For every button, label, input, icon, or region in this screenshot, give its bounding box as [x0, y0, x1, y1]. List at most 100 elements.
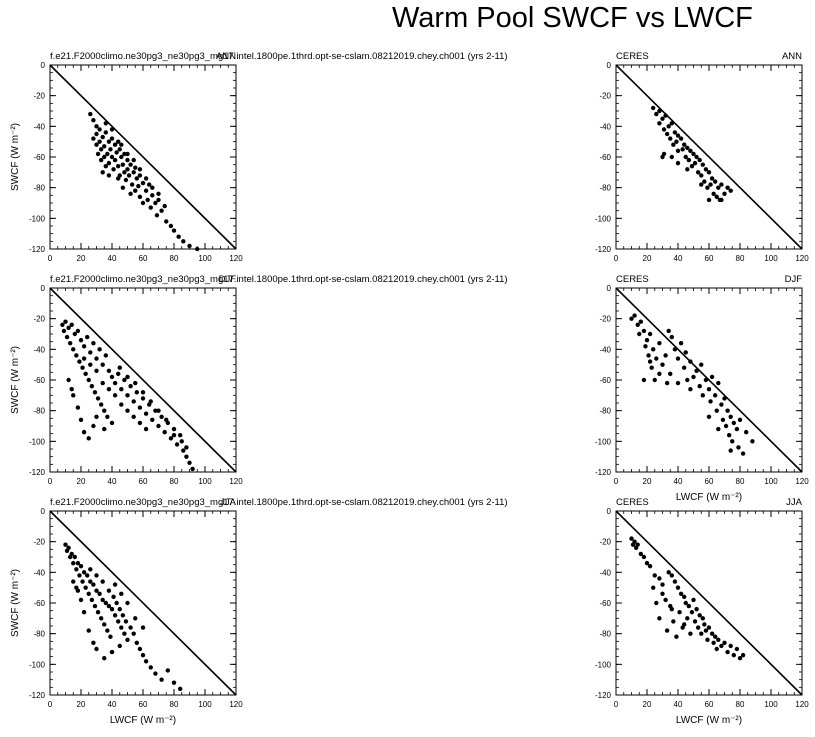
data-point [674, 139, 679, 144]
data-point [164, 219, 169, 224]
data-point [60, 322, 65, 327]
data-point [176, 234, 181, 239]
data-point [105, 628, 110, 633]
data-point [109, 127, 115, 132]
x-tick-label: 80 [170, 700, 179, 709]
data-point [162, 429, 167, 435]
data-point [187, 243, 192, 249]
data-point [713, 634, 718, 639]
data-point [669, 334, 674, 340]
data-point [140, 180, 146, 186]
x-tick-label: 100 [764, 477, 778, 486]
panel-right-label: JJA [220, 497, 237, 508]
data-point [661, 151, 667, 157]
data-point [128, 625, 133, 630]
data-point [641, 554, 647, 560]
data-point [725, 185, 730, 190]
data-point [89, 597, 95, 603]
data-point [72, 554, 78, 560]
data-point [660, 591, 665, 596]
data-point [637, 331, 642, 337]
y-tick-label: -100 [595, 437, 612, 446]
y-axis-label: SWCF (W m⁻²) [10, 123, 21, 191]
data-point [109, 606, 115, 612]
data-point [128, 162, 133, 167]
data-point [699, 173, 704, 178]
data-point [178, 686, 183, 692]
data-point [702, 622, 707, 627]
data-point [632, 313, 637, 318]
y-axis-label: SWCF (W m⁻²) [10, 569, 21, 637]
y-tick-label: 0 [607, 284, 612, 293]
x-tick-label: 20 [77, 254, 86, 263]
data-point [106, 173, 112, 178]
data-point [668, 371, 673, 377]
data-point [103, 164, 109, 169]
data-point [719, 402, 724, 407]
data-point [195, 246, 200, 252]
data-point [654, 600, 659, 606]
x-tick-label: 20 [77, 700, 86, 709]
data-point [95, 396, 101, 401]
data-point [78, 337, 84, 343]
data-point [728, 414, 733, 419]
x-axis-label: LWCF (W m⁻²) [110, 715, 176, 726]
data-point [143, 188, 149, 193]
data-point [685, 616, 690, 621]
y-tick-label: -60 [599, 376, 611, 385]
y-tick-label: -120 [29, 245, 46, 254]
data-point [722, 640, 727, 646]
data-point [102, 622, 107, 627]
data-point [69, 551, 74, 557]
data-point [134, 640, 139, 646]
data-point [716, 380, 721, 386]
data-point [129, 182, 135, 187]
data-point [89, 383, 95, 389]
data-point [664, 628, 670, 633]
data-point [154, 213, 160, 218]
y-tick-label: 0 [41, 284, 46, 293]
data-point [120, 162, 126, 167]
data-point [103, 130, 109, 135]
data-point [83, 371, 88, 377]
data-point [125, 374, 130, 380]
x-axis-label: LWCF (W m⁻²) [676, 715, 742, 726]
data-point [638, 319, 643, 324]
x-tick-label: 60 [139, 477, 148, 486]
data-point [94, 588, 99, 593]
data-point [131, 399, 136, 404]
data-point [722, 191, 727, 196]
panel-left-label: CERES [616, 274, 649, 285]
data-point [711, 640, 716, 646]
x-tick-label: 100 [198, 700, 212, 709]
data-point [78, 417, 84, 423]
data-point [672, 130, 678, 135]
data-point [675, 148, 681, 154]
data-point [672, 347, 678, 352]
y-tick-label: -40 [33, 122, 45, 131]
data-point [94, 414, 99, 419]
data-point [171, 426, 177, 432]
data-point [647, 359, 653, 364]
data-point [78, 597, 84, 603]
data-point [92, 390, 98, 395]
data-point [140, 625, 146, 630]
data-point [647, 331, 653, 337]
data-point [666, 570, 671, 575]
data-point [140, 200, 146, 206]
data-point [706, 414, 712, 419]
data-point [109, 649, 115, 655]
data-point [145, 197, 150, 203]
y-tick-label: -40 [33, 568, 45, 577]
data-point [683, 350, 688, 355]
data-point [83, 585, 88, 590]
data-point [148, 399, 153, 404]
y-tick-label: -60 [33, 599, 45, 608]
data-point [682, 622, 687, 627]
data-point [102, 144, 107, 149]
data-point [105, 151, 110, 157]
data-point [153, 408, 158, 413]
data-point [697, 383, 702, 389]
data-point [663, 113, 668, 118]
panel-left-label: f.e21.F2000climo.ne30pg3_ne30pg3_mg17.in… [50, 497, 508, 508]
